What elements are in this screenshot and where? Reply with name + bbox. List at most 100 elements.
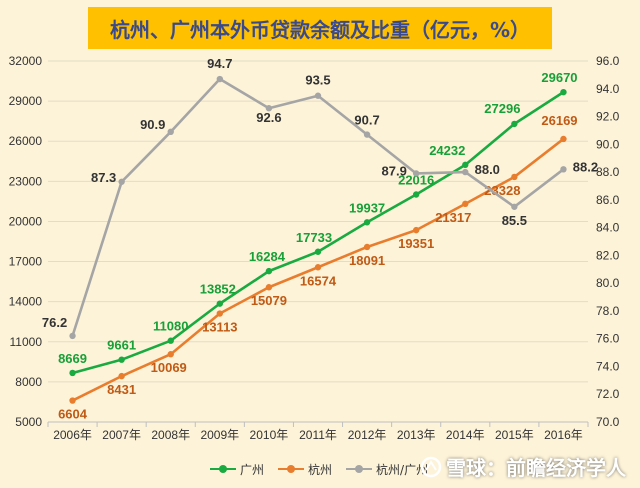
y-right-tick-label: 96.0: [596, 54, 620, 68]
data-label: 26169: [541, 113, 577, 128]
data-label: 87.9: [382, 163, 407, 178]
data-label: 27296: [484, 101, 520, 116]
x-tick-label: 2016年: [544, 428, 583, 442]
data-point: [69, 397, 76, 404]
y-right-tick-label: 92.0: [596, 110, 620, 124]
data-point: [363, 219, 371, 226]
watermark: 雪球：前瞻经济学人: [420, 452, 626, 481]
data-label: 17733: [296, 230, 332, 245]
data-label: 88.2: [573, 159, 598, 174]
data-label: 87.3: [91, 170, 116, 185]
y-left-tick-label: 11000: [10, 335, 43, 349]
data-label: 19351: [398, 236, 434, 251]
data-point: [462, 200, 469, 208]
x-tick-label: 2013年: [397, 428, 436, 442]
data-point: [511, 120, 518, 128]
data-point: [167, 351, 174, 358]
x-tick-label: 2008年: [151, 428, 190, 442]
data-point: [363, 243, 371, 251]
data-label: 23328: [484, 183, 520, 198]
snowball-logo-icon: [420, 456, 442, 477]
y-left-tick-label: 8000: [15, 375, 42, 389]
data-point: [265, 284, 273, 291]
y-right-tick-label: 76.0: [596, 332, 620, 346]
legend-swatch-guangzhou: [210, 463, 236, 475]
y-left-tick-label: 23000: [9, 174, 43, 188]
x-tick-label: 2012年: [348, 428, 387, 442]
plot-area: [48, 61, 588, 422]
data-label: 6604: [58, 407, 88, 422]
data-point: [511, 203, 518, 210]
y-right-tick-label: 86.0: [596, 193, 620, 207]
x-tick-label: 2010年: [250, 428, 289, 442]
data-label: 8431: [107, 382, 136, 397]
data-point: [560, 135, 567, 143]
data-point: [560, 88, 567, 96]
x-tick-label: 2006年: [53, 428, 92, 442]
data-label: 19937: [349, 200, 385, 215]
y-left-tick-label: 14000: [9, 295, 43, 309]
data-label: 15079: [251, 293, 287, 308]
chart-title: 杭州、广州本外币贷款余额及比重（亿元，%）: [88, 7, 552, 49]
data-point: [314, 264, 322, 271]
data-point: [216, 300, 224, 307]
data-label: 22016: [398, 172, 434, 187]
data-point: [412, 191, 420, 198]
data-label: 76.2: [42, 315, 67, 330]
y-left-tick-label: 26000: [9, 134, 43, 148]
y-left-tick-label: 29000: [9, 94, 43, 108]
data-label: 21317: [435, 210, 471, 225]
watermark-text: 雪球：前瞻经济学人: [446, 456, 626, 480]
x-tick-label: 2011年: [299, 428, 337, 442]
chart-legend: 广州 杭州 杭州/广州: [210, 459, 428, 479]
data-point: [363, 131, 371, 138]
data-label: 92.6: [256, 110, 281, 125]
y-right-tick-label: 82.0: [596, 248, 620, 262]
legend-label-guangzhou: 广州: [240, 462, 265, 477]
data-point: [314, 92, 322, 99]
data-label: 9661: [107, 338, 136, 353]
y-right-tick-label: 70.0: [596, 415, 620, 429]
x-tick-label: 2009年: [200, 428, 239, 442]
data-point: [118, 372, 125, 380]
y-right-tick-label: 78.0: [596, 304, 620, 318]
y-right-tick-label: 72.0: [596, 387, 620, 401]
legend-label-ratio: 杭州/广州: [376, 462, 429, 477]
data-label: 90.7: [354, 113, 379, 128]
legend-swatch-ratio: [346, 463, 373, 475]
data-label: 10069: [151, 360, 187, 375]
data-point: [216, 75, 224, 83]
data-label: 94.7: [207, 56, 232, 71]
y-right-tick-label: 74.0: [596, 359, 620, 373]
data-point: [314, 248, 322, 255]
data-point: [69, 369, 76, 377]
data-label: 93.5: [305, 73, 330, 88]
data-label: 90.9: [140, 117, 165, 132]
data-point: [69, 332, 76, 340]
data-point: [560, 166, 567, 173]
data-point: [462, 168, 469, 176]
data-point: [412, 170, 420, 177]
data-point: [216, 310, 224, 317]
data-label: 29670: [541, 70, 577, 85]
data-point: [118, 356, 125, 363]
data-point: [265, 105, 273, 112]
data-point: [167, 337, 174, 344]
y-right-tick-label: 90.0: [596, 137, 620, 151]
data-point: [118, 178, 125, 185]
y-left-tick-label: 5000: [15, 415, 42, 429]
y-left-tick-label: 17000: [9, 255, 43, 269]
x-tick-label: 2015年: [495, 428, 534, 442]
x-tick-label: 2007年: [102, 428, 141, 442]
data-label: 85.5: [502, 213, 527, 228]
data-point: [412, 226, 420, 234]
y-right-tick-label: 80.0: [596, 276, 620, 290]
data-label: 18091: [349, 253, 385, 268]
y-right-tick-label: 94.0: [596, 82, 620, 96]
data-label: 16574: [300, 273, 337, 288]
legend-swatch-hangzhou: [278, 463, 305, 475]
y-left-tick-label: 32000: [9, 54, 43, 68]
legend-item-guangzhou: 广州: [210, 461, 264, 478]
y-left-tick-label: 20000: [9, 214, 43, 228]
